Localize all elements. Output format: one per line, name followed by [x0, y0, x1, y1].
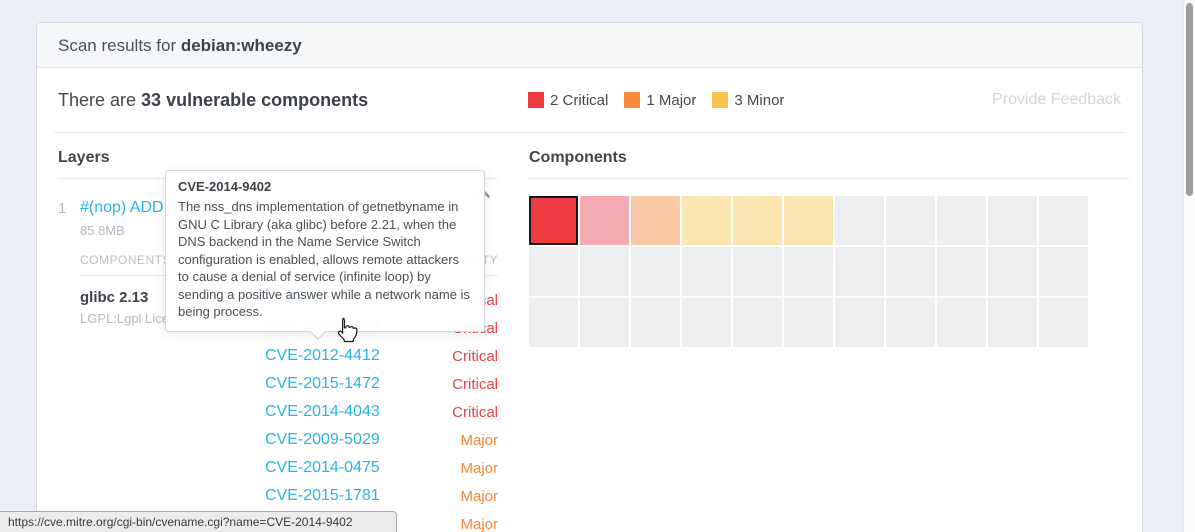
- component-cell[interactable]: [784, 247, 833, 296]
- cve-link[interactable]: CVE-2015-1781: [265, 487, 380, 504]
- component-cell[interactable]: [835, 196, 884, 245]
- cve-row: CVE-2014-4043 Critical: [245, 398, 498, 426]
- components-heading: Components: [529, 149, 1130, 179]
- legend-swatch: [528, 92, 544, 108]
- summary-prefix: There are: [58, 89, 142, 110]
- cve-link[interactable]: CVE-2014-0475: [265, 459, 380, 476]
- component-cell[interactable]: [784, 298, 833, 347]
- cve-link[interactable]: CVE-2014-4043: [265, 403, 380, 420]
- link-preview-status-bar: https://cve.mitre.org/cgi-bin/cvename.cg…: [0, 511, 397, 532]
- component-cell[interactable]: [886, 298, 935, 347]
- component-cell[interactable]: [988, 247, 1037, 296]
- severity-label: Major: [460, 515, 498, 532]
- component-cell[interactable]: [937, 247, 986, 296]
- component-cell[interactable]: [835, 298, 884, 347]
- cve-tooltip-title: CVE-2014-9402: [178, 179, 272, 194]
- component-cell[interactable]: [886, 247, 935, 296]
- component-cell[interactable]: [988, 298, 1037, 347]
- component-cell[interactable]: [886, 196, 935, 245]
- legend-swatch: [624, 92, 641, 108]
- component-cell[interactable]: [1039, 196, 1088, 245]
- panel-title: Scan results for debian:wheezy: [37, 23, 1142, 68]
- scrollbar-thumb[interactable]: [1186, 3, 1193, 196]
- component-cell[interactable]: [733, 247, 782, 296]
- component-cell[interactable]: [631, 298, 680, 347]
- cve-tooltip-description: The nss_dns implementation of getnetbyna…: [178, 199, 470, 319]
- component-cell[interactable]: [682, 196, 731, 245]
- columns-container: Layers 1 #(nop) ADD file:0b902... 85.8MB…: [37, 133, 1142, 532]
- legend-item: 1 Major: [624, 92, 696, 109]
- cve-row: CVE-2015-1781 Major: [245, 482, 498, 510]
- layer-index: 1: [58, 200, 67, 217]
- component-cell[interactable]: [631, 196, 680, 245]
- summary-bold: 33 vulnerable components: [141, 89, 369, 110]
- component-info: glibc 2.13 LGPL:Lgpl License: [80, 286, 245, 532]
- cve-link[interactable]: CVE-2015-1472: [265, 375, 380, 392]
- component-cell[interactable]: [580, 298, 629, 347]
- component-cell[interactable]: [937, 196, 986, 245]
- cve-row: CVE-2014-0475 Major: [245, 454, 498, 482]
- component-license: LGPL:Lgpl License: [80, 311, 190, 326]
- summary-row: There are 33 vulnerable components 2 Cri…: [54, 68, 1125, 133]
- cve-link[interactable]: CVE-2012-4412: [265, 347, 380, 364]
- cve-row: CVE-2009-5029 Major: [245, 426, 498, 454]
- component-cell[interactable]: [733, 298, 782, 347]
- severity-legend: 2 Critical 1 Major 3 Minor: [528, 92, 800, 109]
- components-column: Components: [529, 133, 1130, 532]
- severity-label: Critical: [452, 375, 498, 393]
- component-cell[interactable]: [529, 298, 578, 347]
- components-heatmap-grid: [529, 196, 1088, 347]
- legend-label: 2 Critical: [550, 91, 609, 109]
- cve-row: CVE-2015-1472 Critical: [245, 370, 498, 398]
- legend-item: 3 Minor: [712, 92, 784, 109]
- component-cell[interactable]: [580, 247, 629, 296]
- severity-label: Major: [460, 431, 498, 449]
- component-cell-selected[interactable]: [529, 196, 578, 245]
- cve-row: Major: [245, 510, 498, 532]
- component-cell[interactable]: [733, 196, 782, 245]
- components-column-header: COMPONENTS: [80, 253, 172, 267]
- severity-label: Major: [460, 487, 498, 505]
- component-cell[interactable]: [580, 196, 629, 245]
- legend-label: 1 Major: [646, 91, 697, 109]
- component-cell[interactable]: [529, 247, 578, 296]
- cve-tooltip: CVE-2014-9402 The nss_dns implementation…: [165, 170, 485, 339]
- component-cell[interactable]: [784, 196, 833, 245]
- component-cell[interactable]: [988, 196, 1037, 245]
- severity-label: Critical: [452, 403, 498, 421]
- panel-title-prefix: Scan results for: [58, 36, 181, 55]
- component-cell[interactable]: [1039, 298, 1088, 347]
- component-cell[interactable]: [631, 247, 680, 296]
- pointer-hand-cursor-icon: [334, 317, 358, 348]
- scan-results-panel: Scan results for debian:wheezy There are…: [36, 22, 1143, 532]
- provide-feedback-link[interactable]: Provide Feedback: [992, 91, 1121, 108]
- vertical-scrollbar[interactable]: [1183, 0, 1195, 532]
- legend-label: 3 Minor: [734, 91, 785, 109]
- legend-item: 2 Critical: [528, 92, 608, 109]
- component-name: glibc 2.13: [80, 289, 149, 306]
- severity-label: Critical: [452, 347, 498, 365]
- vulnerable-components-count: There are 33 vulnerable components: [58, 90, 528, 111]
- legend-swatch: [712, 92, 729, 108]
- component-cell[interactable]: [937, 298, 986, 347]
- layer-size: 85.8MB: [80, 223, 125, 238]
- component-cell[interactable]: [835, 247, 884, 296]
- cve-row: CVE-2012-4412 Critical: [245, 342, 498, 370]
- component-cell[interactable]: [682, 298, 731, 347]
- component-cell[interactable]: [682, 247, 731, 296]
- cve-link[interactable]: CVE-2009-5029: [265, 431, 380, 448]
- component-cell[interactable]: [1039, 247, 1088, 296]
- severity-label: Major: [460, 459, 498, 477]
- image-name: debian:wheezy: [180, 36, 302, 55]
